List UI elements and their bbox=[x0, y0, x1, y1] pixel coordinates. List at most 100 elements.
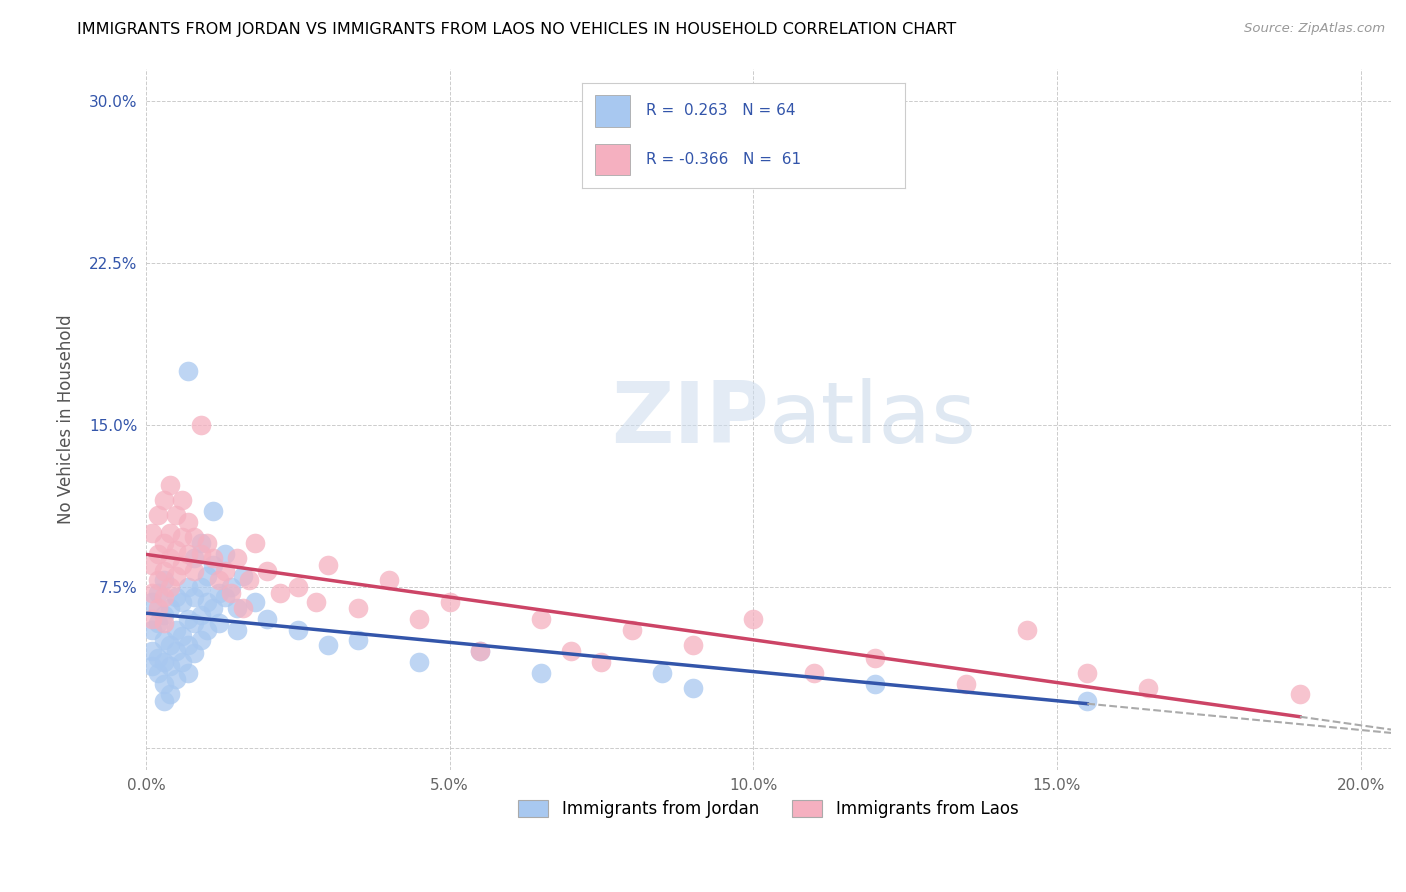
Point bbox=[190, 417, 212, 432]
Text: ZIP: ZIP bbox=[610, 377, 769, 461]
Point bbox=[190, 580, 212, 594]
Text: atlas: atlas bbox=[769, 377, 976, 461]
Point bbox=[530, 665, 553, 680]
Point bbox=[439, 594, 461, 608]
Point bbox=[232, 568, 254, 582]
Point bbox=[190, 607, 212, 622]
Point bbox=[190, 547, 212, 561]
Point bbox=[305, 594, 328, 608]
Point bbox=[153, 493, 176, 508]
Point bbox=[408, 612, 430, 626]
Point bbox=[190, 633, 212, 648]
Point bbox=[682, 681, 704, 695]
Point bbox=[1076, 694, 1098, 708]
Point bbox=[256, 612, 278, 626]
Point bbox=[153, 573, 176, 587]
Point bbox=[287, 580, 309, 594]
Point bbox=[141, 558, 163, 572]
Point bbox=[591, 655, 613, 669]
Point bbox=[226, 601, 249, 615]
Point bbox=[146, 616, 169, 631]
Point bbox=[177, 638, 200, 652]
Point bbox=[146, 601, 169, 615]
Point bbox=[232, 601, 254, 615]
Point bbox=[287, 623, 309, 637]
Point bbox=[146, 573, 169, 587]
Point bbox=[219, 580, 242, 594]
Point bbox=[316, 558, 339, 572]
Point bbox=[1289, 688, 1312, 702]
Point bbox=[620, 623, 643, 637]
Point bbox=[159, 688, 181, 702]
Point bbox=[214, 565, 236, 579]
Point bbox=[682, 638, 704, 652]
Point bbox=[177, 364, 200, 378]
Point bbox=[183, 551, 205, 566]
Text: Source: ZipAtlas.com: Source: ZipAtlas.com bbox=[1244, 22, 1385, 36]
Point bbox=[165, 623, 187, 637]
Point bbox=[177, 580, 200, 594]
Text: IMMIGRANTS FROM JORDAN VS IMMIGRANTS FROM LAOS NO VEHICLES IN HOUSEHOLD CORRELAT: IMMIGRANTS FROM JORDAN VS IMMIGRANTS FRO… bbox=[77, 22, 956, 37]
Point bbox=[183, 530, 205, 544]
Point bbox=[190, 536, 212, 550]
Point bbox=[165, 591, 187, 605]
Point bbox=[560, 644, 582, 658]
Point bbox=[208, 616, 231, 631]
Point bbox=[195, 594, 218, 608]
Point bbox=[146, 665, 169, 680]
Point bbox=[141, 659, 163, 673]
Point bbox=[183, 616, 205, 631]
Point bbox=[269, 586, 291, 600]
Point bbox=[201, 504, 224, 518]
Point bbox=[378, 573, 401, 587]
Point bbox=[226, 551, 249, 566]
Point bbox=[153, 565, 176, 579]
Point bbox=[651, 665, 673, 680]
Legend: Immigrants from Jordan, Immigrants from Laos: Immigrants from Jordan, Immigrants from … bbox=[512, 793, 1025, 825]
Point bbox=[256, 565, 278, 579]
Point bbox=[214, 591, 236, 605]
Point bbox=[141, 525, 163, 540]
Point bbox=[141, 623, 163, 637]
Point bbox=[153, 536, 176, 550]
Point bbox=[165, 673, 187, 687]
Point bbox=[172, 594, 194, 608]
Point bbox=[468, 644, 491, 658]
Point bbox=[165, 508, 187, 523]
Point bbox=[172, 530, 194, 544]
Point bbox=[183, 647, 205, 661]
Point bbox=[165, 568, 187, 582]
Point bbox=[347, 633, 370, 648]
Point bbox=[159, 478, 181, 492]
Point bbox=[141, 586, 163, 600]
Point bbox=[201, 551, 224, 566]
Point bbox=[201, 601, 224, 615]
Point bbox=[159, 638, 181, 652]
Point bbox=[742, 612, 765, 626]
Point bbox=[195, 568, 218, 582]
Point bbox=[803, 665, 825, 680]
Point bbox=[159, 551, 181, 566]
Point bbox=[172, 655, 194, 669]
Point bbox=[153, 676, 176, 690]
Point bbox=[208, 586, 231, 600]
Point bbox=[177, 547, 200, 561]
Point bbox=[208, 573, 231, 587]
Point bbox=[955, 676, 977, 690]
Point bbox=[153, 694, 176, 708]
Point bbox=[159, 580, 181, 594]
Point bbox=[530, 612, 553, 626]
Point bbox=[183, 591, 205, 605]
Point bbox=[172, 629, 194, 643]
Point bbox=[146, 650, 169, 665]
Point bbox=[165, 644, 187, 658]
Point bbox=[141, 644, 163, 658]
Point bbox=[153, 655, 176, 669]
Point bbox=[172, 558, 194, 572]
Point bbox=[214, 547, 236, 561]
Point bbox=[165, 542, 187, 557]
Point bbox=[226, 623, 249, 637]
Point bbox=[177, 612, 200, 626]
Point bbox=[177, 515, 200, 529]
Point bbox=[201, 558, 224, 572]
